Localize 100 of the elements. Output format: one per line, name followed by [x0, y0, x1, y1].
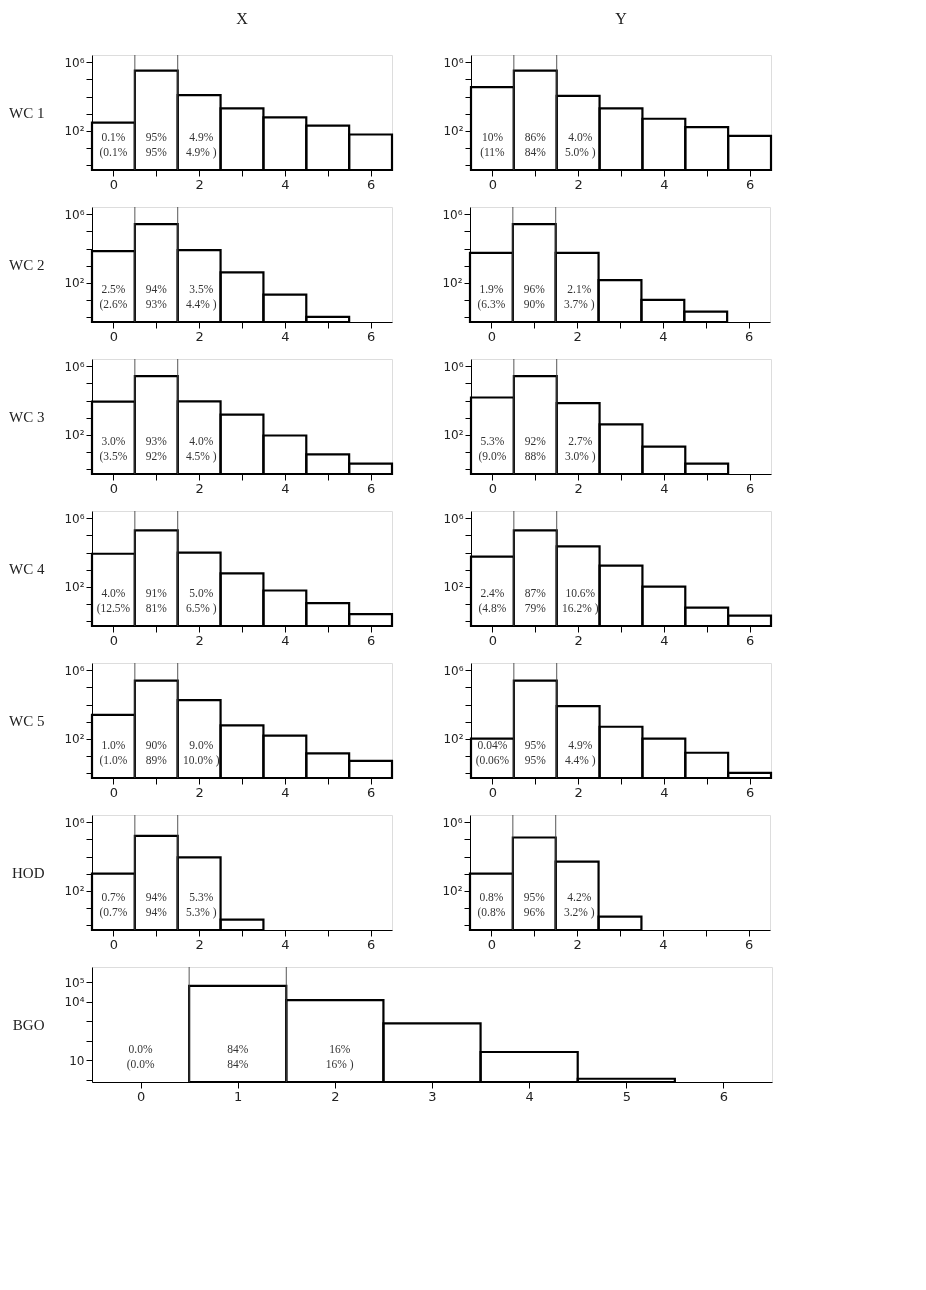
- y-tick-label: 10⁴: [64, 995, 85, 1010]
- annotation: (0.0%: [126, 1057, 155, 1071]
- annotation: 5.0% ): [564, 145, 596, 159]
- y-tick-label: 10²: [64, 580, 85, 595]
- x-tick-label: 4: [281, 936, 290, 952]
- x-tick-label: 2: [195, 176, 204, 192]
- y-axis-title: BGO: [12, 1017, 45, 1033]
- x-tick-label: 0: [109, 328, 119, 344]
- annotation: 91%: [145, 586, 168, 599]
- annotation: 93%: [145, 297, 168, 310]
- annotation: (12.5%: [96, 601, 131, 615]
- annotation: 4.4% ): [564, 753, 596, 767]
- annotation: 5.3% ): [185, 905, 217, 919]
- annotation: 90%: [523, 297, 546, 310]
- y-tick-label: 10⁶: [64, 207, 85, 222]
- annotation: 5.3%: [189, 890, 214, 903]
- y-tick-label: 10²: [443, 428, 464, 443]
- annotation: 10.6%: [565, 586, 596, 599]
- annotation: 0.1%: [101, 130, 126, 143]
- annotation: 3.0% ): [564, 449, 596, 463]
- x-tick-label: 4: [281, 328, 290, 344]
- y-axis-title: WC 4: [9, 561, 45, 577]
- y-tick-label: 10⁶: [64, 359, 85, 374]
- x-tick-label: 2: [573, 328, 582, 344]
- annotation: 0.0%: [128, 1042, 153, 1055]
- annotation: 3.0%: [101, 434, 126, 447]
- annotation: 16% ): [325, 1057, 354, 1071]
- x-tick-label: 0: [487, 328, 497, 344]
- annotation: (1.0%: [99, 753, 128, 767]
- x-tick-label: 4: [660, 480, 669, 496]
- annotation: 10%: [481, 130, 504, 143]
- annotation: 92%: [145, 449, 168, 462]
- annotation: 2.5%: [101, 282, 126, 295]
- y-tick-label: 10²: [64, 884, 85, 899]
- annotation: 10.0% ): [183, 753, 220, 767]
- annotation: 94%: [145, 282, 168, 295]
- y-tick-label: 10⁶: [64, 511, 85, 526]
- y-tick-label: 10²: [442, 884, 463, 899]
- annotation: 92%: [524, 434, 547, 447]
- annotation: 93%: [145, 434, 168, 447]
- x-tick-label: 4: [659, 328, 668, 344]
- annotation: 2.7%: [568, 434, 593, 447]
- y-tick-label: 10⁶: [64, 55, 85, 70]
- annotation: 4.2%: [567, 890, 592, 903]
- x-tick-label: 0: [487, 936, 497, 952]
- y-tick-label: 10²: [64, 428, 85, 443]
- x-tick-label: 1: [234, 1088, 243, 1104]
- x-tick-label: 4: [281, 632, 290, 648]
- x-tick-label: 2: [574, 480, 583, 496]
- y-tick-label: 10⁶: [443, 55, 464, 70]
- annotation: (11%: [480, 145, 506, 159]
- y-tick-label: 10²: [64, 124, 85, 139]
- x-tick-label: 6: [745, 784, 755, 800]
- x-tick-label: 6: [744, 328, 754, 344]
- y-tick-label: 10⁶: [442, 207, 463, 222]
- chart-title: X: [236, 9, 249, 27]
- x-tick-label: 4: [281, 784, 290, 800]
- y-tick-label: 10⁵: [64, 975, 85, 990]
- annotation: 81%: [145, 601, 168, 614]
- x-tick-label: 4: [659, 936, 668, 952]
- x-tick-label: 3: [428, 1088, 437, 1104]
- x-tick-label: 0: [109, 632, 119, 648]
- x-tick-label: 2: [574, 176, 583, 192]
- annotation: 2.1%: [567, 282, 592, 295]
- annotation: 95%: [145, 145, 168, 158]
- x-tick-label: 4: [660, 632, 669, 648]
- annotation: 1.0%: [101, 738, 126, 751]
- x-tick-label: 0: [109, 176, 119, 192]
- annotation: 1.9%: [479, 282, 504, 295]
- annotation: (4.8%: [478, 601, 507, 615]
- annotation: 94%: [145, 905, 168, 918]
- annotation: 16%: [329, 1042, 351, 1055]
- y-tick-label: 10⁶: [443, 663, 464, 678]
- y-tick-label: 10⁶: [64, 663, 85, 678]
- x-tick-label: 0: [136, 1088, 146, 1104]
- x-tick-label: 6: [745, 176, 755, 192]
- annotation: 96%: [523, 905, 546, 918]
- x-tick-label: 6: [366, 784, 376, 800]
- y-tick-label: 10: [69, 1053, 85, 1068]
- x-tick-label: 6: [744, 936, 754, 952]
- x-tick-label: 6: [366, 936, 376, 952]
- annotation: 0.8%: [479, 890, 504, 903]
- y-tick-label: 10²: [442, 276, 463, 291]
- x-tick-label: 2: [574, 632, 583, 648]
- x-tick-label: 6: [366, 328, 376, 344]
- annotation: (0.7%: [99, 905, 128, 919]
- y-tick-label: 10⁶: [442, 815, 463, 830]
- x-tick-label: 6: [745, 480, 755, 496]
- annotation: 84%: [524, 145, 547, 158]
- annotation: 79%: [524, 601, 547, 614]
- annotation: 3.5%: [189, 282, 214, 295]
- y-tick-label: 10⁶: [443, 511, 464, 526]
- annotation: (0.06%: [475, 753, 510, 767]
- annotation: 95%: [524, 753, 547, 766]
- x-tick-label: 2: [195, 480, 204, 496]
- annotation: 94%: [145, 890, 168, 903]
- chart-title: Y: [615, 9, 628, 27]
- annotation: 16.2% ): [562, 601, 599, 615]
- annotation: 0.7%: [101, 890, 126, 903]
- annotation: 4.9%: [189, 130, 214, 143]
